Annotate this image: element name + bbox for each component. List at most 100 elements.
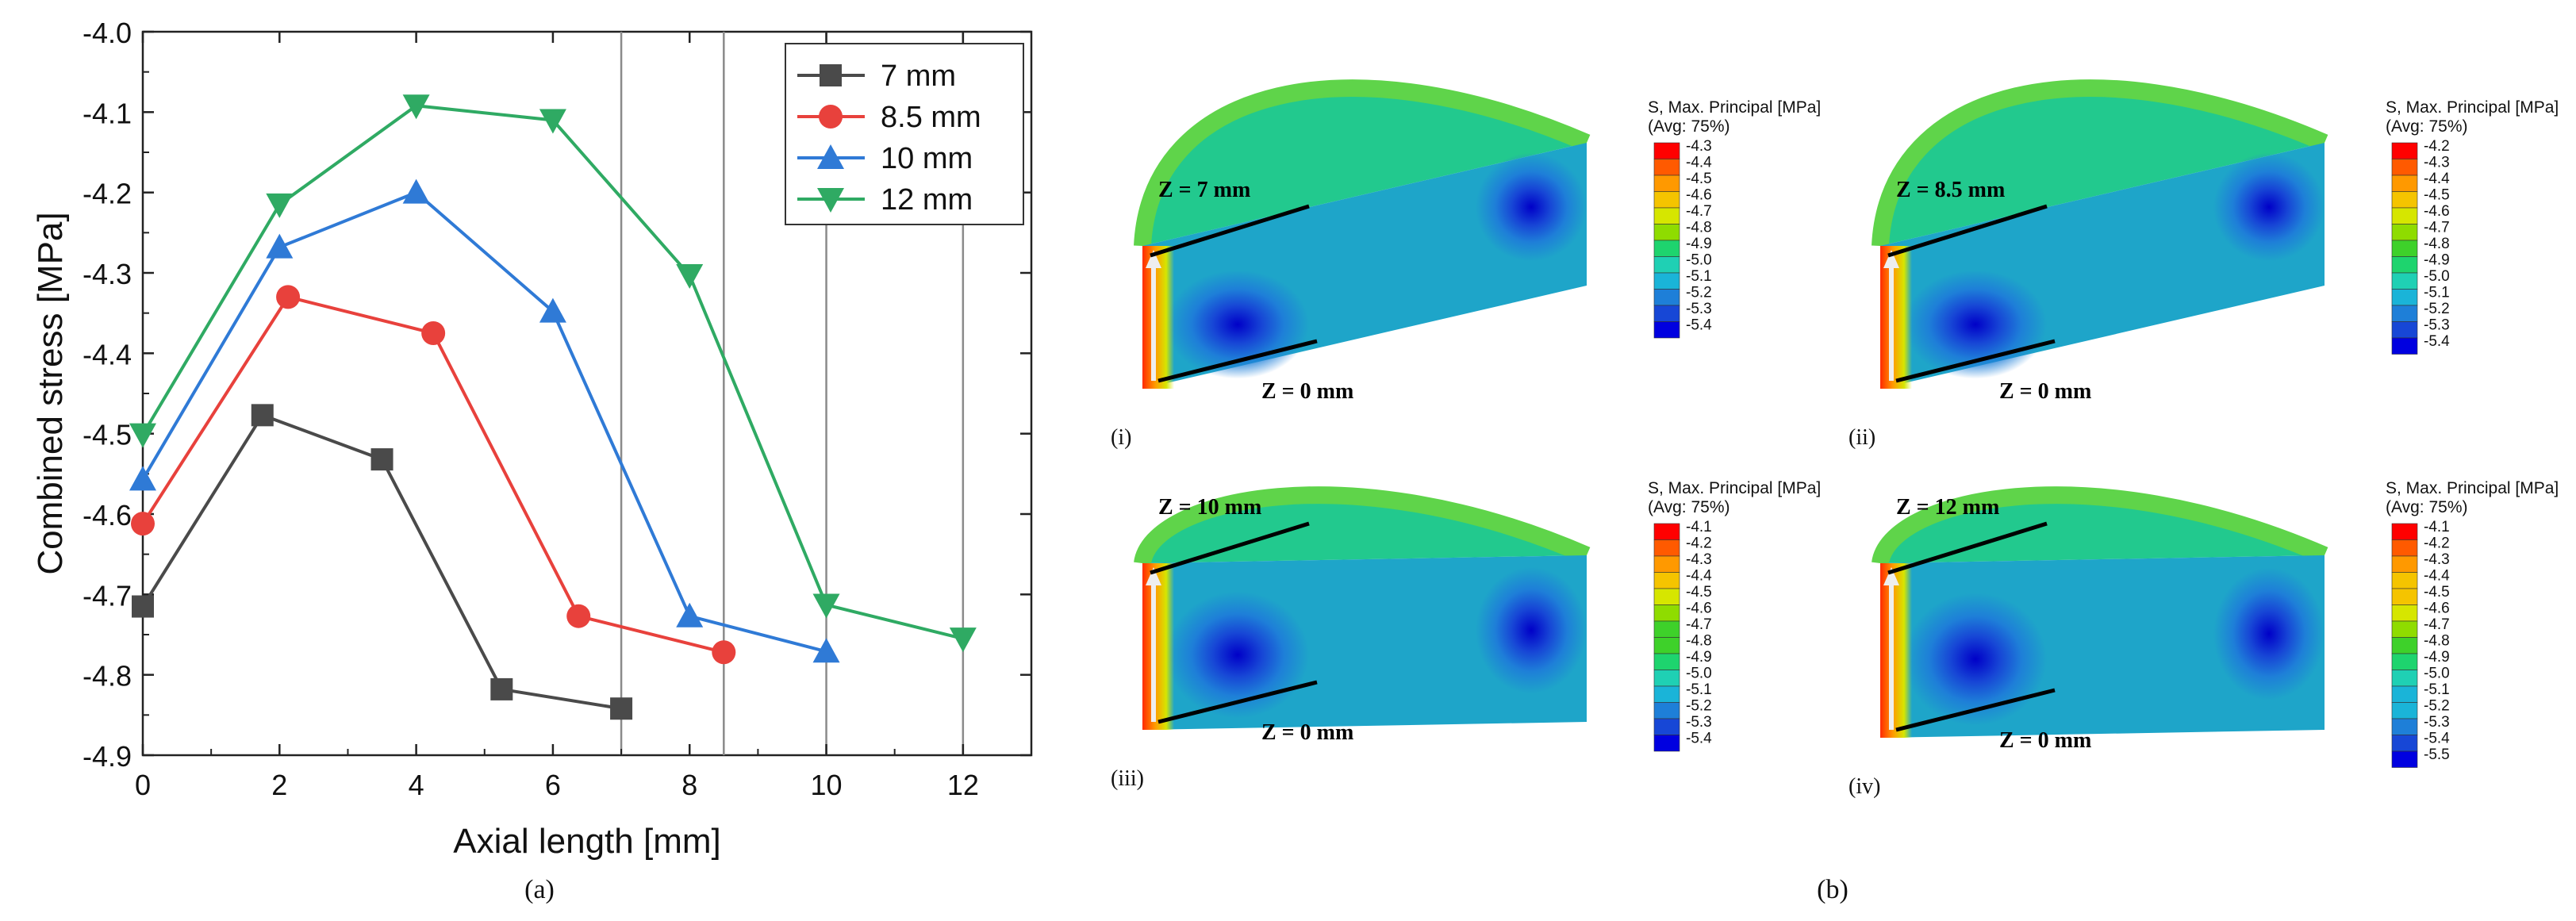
- scale-swatch: [2391, 337, 2418, 355]
- scale-value: -5.3: [2424, 714, 2450, 731]
- scale-swatch: [2391, 718, 2418, 735]
- scale-swatch: [1653, 240, 1680, 257]
- series-2: [129, 178, 840, 663]
- legend-label: 10 mm: [881, 142, 973, 175]
- contour-panel-2: Z = 10 mm Z = 0 mm (iii) S, Max. Principal …: [1111, 479, 1821, 791]
- y-tick-label: -4.5: [83, 419, 132, 451]
- stress-zone-left: [1904, 593, 2047, 726]
- scale-value: -4.3: [1686, 138, 1712, 155]
- bottom-marker-line: [1895, 339, 2056, 383]
- scale-swatch: [2391, 572, 2418, 589]
- x-tick-label: 0: [135, 769, 151, 801]
- scale-value: -4.2: [1686, 535, 1712, 552]
- scale-swatch: [1653, 653, 1680, 670]
- bottom-marker-label: Z = 0 mm: [1261, 720, 1353, 745]
- series-1: [131, 285, 736, 665]
- scale-title: S, Max. Principal [MPa]: [2386, 98, 2559, 117]
- stress-zone-left: [1166, 591, 1309, 719]
- scale-subtitle: (Avg: 75%): [2386, 117, 2468, 136]
- panel-label: (ii): [1849, 425, 1875, 450]
- scale-swatch: [2391, 289, 2418, 306]
- disc-rim: [1872, 79, 2328, 247]
- stress-zone-right: [1476, 566, 1587, 694]
- scale-value: -4.5: [2424, 584, 2450, 601]
- scale-swatch: [1653, 305, 1680, 322]
- panel-label: (iv): [1849, 774, 1880, 799]
- x-tick-label: 8: [681, 769, 697, 801]
- series-3: [129, 94, 977, 653]
- scale-swatch: [1653, 670, 1680, 687]
- top-marker-label: Z = 7 mm: [1158, 178, 1250, 202]
- y-tick-label: -4.4: [83, 338, 132, 370]
- scale-value: -4.7: [2424, 220, 2450, 236]
- scale-value: -4.4: [1686, 155, 1712, 171]
- scale-swatch: [2391, 750, 2418, 768]
- top-marker-label: Z = 10 mm: [1158, 495, 1261, 520]
- scale-title: S, Max. Principal [MPa]: [1648, 479, 1821, 497]
- scale-title: S, Max. Principal [MPa]: [2386, 479, 2559, 497]
- x-tick-label: 10: [811, 769, 843, 801]
- scale-value: -4.6: [1686, 187, 1712, 204]
- arrow-head-icon: [1883, 567, 1899, 585]
- scale-swatch: [1653, 685, 1680, 703]
- scale-swatch: [2391, 588, 2418, 605]
- scale-value: -5.3: [2424, 317, 2450, 334]
- stress-line-chart: -4.0 -4.1 -4.2 -4.3 -4.4 -4.5 -4.6 -4.7 -4.8 -4.9…: [31, 17, 1033, 904]
- series-line: [141, 190, 827, 654]
- legend-marker: [819, 105, 843, 129]
- y-tick-label: -4.1: [83, 97, 132, 129]
- data-point: [276, 285, 301, 309]
- scale-swatch: [2391, 240, 2418, 257]
- data-point: [490, 677, 513, 700]
- arrow-head-icon: [1146, 567, 1161, 585]
- scale-swatch: [1653, 256, 1680, 274]
- scale-value: -4.5: [1686, 171, 1712, 187]
- data-point: [566, 604, 591, 628]
- scale-swatch: [1653, 224, 1680, 241]
- scale-value: -4.3: [1686, 551, 1712, 568]
- disc-top-surface: [1880, 495, 2325, 563]
- bottom-marker-line: [1157, 339, 1318, 383]
- scale-value: -4.4: [2424, 171, 2450, 187]
- data-point: [539, 297, 566, 323]
- stress-zone-right: [2213, 567, 2325, 700]
- scale-swatch: [1653, 572, 1680, 589]
- y-tick-label: -4.6: [83, 499, 132, 531]
- legend-item: 12 mm: [797, 183, 973, 217]
- bottom-marker-line: [1895, 688, 2056, 732]
- legend: 7 mm 8.5 mm 10 mm 12 mm: [785, 43, 1024, 225]
- disc-rim: [1134, 486, 1591, 566]
- scale-swatch: [2391, 620, 2418, 638]
- y-tick-label: -4.9: [83, 740, 132, 773]
- scale-value: -5.1: [2424, 285, 2450, 301]
- arrow-head-icon: [1883, 250, 1899, 268]
- scale-swatch: [2391, 670, 2418, 687]
- bottom-marker-line: [1157, 680, 1318, 724]
- data-point: [402, 94, 430, 120]
- data-point: [266, 233, 294, 259]
- scale-value: -4.7: [2424, 616, 2450, 633]
- scale-value: -4.8: [1686, 633, 1712, 650]
- x-axis-ticks: 0 2 4 6 8 10 12: [135, 32, 979, 801]
- scale-swatch: [1653, 555, 1680, 573]
- scale-value: -5.3: [1686, 714, 1712, 731]
- x-axis-label: Axial length [mm]: [453, 822, 720, 861]
- scale-swatch: [1653, 735, 1680, 752]
- data-point: [676, 602, 704, 627]
- data-point: [129, 423, 156, 448]
- data-point: [812, 638, 840, 663]
- scale-value: -5.4: [2424, 333, 2450, 350]
- legend-label: 8.5 mm: [881, 101, 981, 134]
- scale-swatch: [1653, 539, 1680, 557]
- scale-value: -5.0: [2424, 268, 2450, 285]
- contour-panel-1: Z = 8.5 mm Z = 0 mm (ii) S, Max. Principal …: [1849, 79, 2559, 450]
- scale-value: -4.4: [2424, 568, 2450, 585]
- scale-value: -4.8: [2424, 633, 2450, 650]
- scale-swatch: [2391, 207, 2418, 224]
- scale-swatch: [1653, 289, 1680, 306]
- data-point: [949, 627, 977, 653]
- scale-subtitle: (Avg: 75%): [2386, 498, 2468, 516]
- y-tick-label: -4.3: [83, 258, 132, 290]
- scale-value: -4.1: [1686, 519, 1712, 535]
- scale-swatch: [2391, 735, 2418, 752]
